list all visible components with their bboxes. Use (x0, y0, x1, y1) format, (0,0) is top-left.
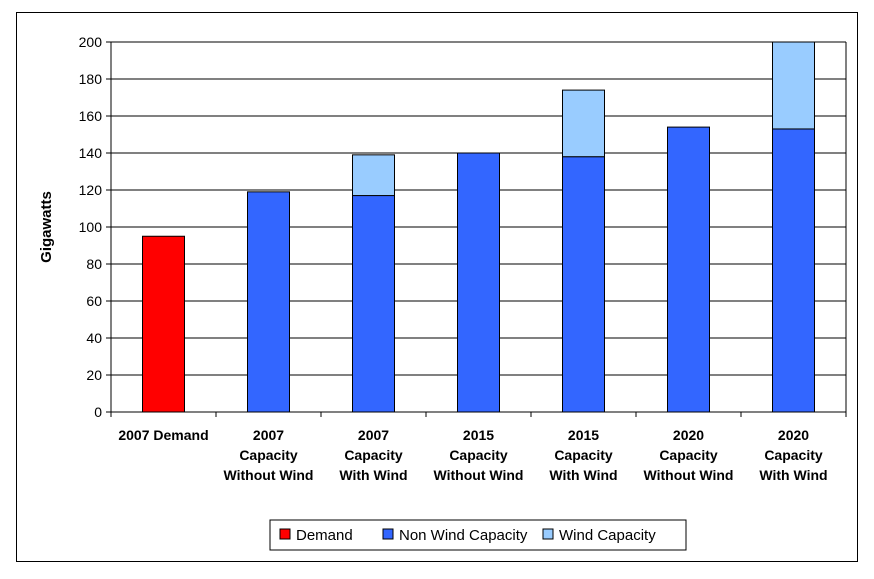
x-category-label: 2020 Capacity With Wind (759, 427, 827, 483)
legend-swatch (542, 528, 554, 540)
y-tick-label: 200 (79, 34, 103, 50)
legend-box (269, 519, 687, 551)
y-tick-label: 160 (79, 108, 103, 124)
y-tick-label: 80 (86, 256, 102, 272)
bar-non-wind-capacity (667, 126, 710, 413)
x-category-label: 2015 Capacity Without Wind (434, 427, 524, 483)
bar-wind-capacity (352, 154, 395, 197)
axes (110, 42, 847, 417)
x-category-label: 2007 Capacity With Wind (339, 427, 407, 483)
y-tick-label: 20 (86, 367, 102, 383)
y-axis-label: Gigawatts (38, 191, 55, 263)
bar-wind-capacity (772, 41, 815, 130)
bars (142, 41, 815, 413)
bar-non-wind-capacity (247, 191, 290, 413)
x-category-labels: 2007 Demand 2007 Capacity Without Wind 2007 C… (118, 427, 827, 483)
legend-swatch (279, 528, 291, 540)
bar-non-wind-capacity (352, 195, 395, 413)
y-tick-label: 40 (86, 330, 102, 346)
legend-label: Wind Capacity (559, 527, 656, 544)
bar-non-wind-capacity (772, 128, 815, 413)
y-tick-label: 100 (79, 219, 103, 235)
legend-label: Demand (296, 527, 353, 544)
y-tick-label: 0 (94, 404, 102, 420)
bar-wind-capacity (562, 89, 605, 158)
legend-swatch (382, 528, 394, 540)
y-tick-label: 180 (79, 71, 103, 87)
y-tick-label: 60 (86, 293, 102, 309)
bar-demand (142, 235, 185, 413)
x-category-label: 2007 Capacity Without Wind (224, 427, 314, 483)
bar-non-wind-capacity (457, 152, 500, 413)
y-tick-label: 140 (79, 145, 103, 161)
y-tick-label: 120 (79, 182, 103, 198)
x-category-label: 2015 Capacity With Wind (549, 427, 617, 483)
x-category-label: 2007 Demand (118, 427, 208, 443)
y-tick-labels: 0 20 40 60 80 100 120 140 160 180 200 (79, 34, 103, 420)
legend: Demand Non Wind Capacity Wind Capacity (269, 519, 687, 551)
bar-non-wind-capacity (562, 156, 605, 413)
legend-label: Non Wind Capacity (399, 527, 528, 544)
x-category-label: 2020 Capacity Without Wind (644, 427, 734, 483)
